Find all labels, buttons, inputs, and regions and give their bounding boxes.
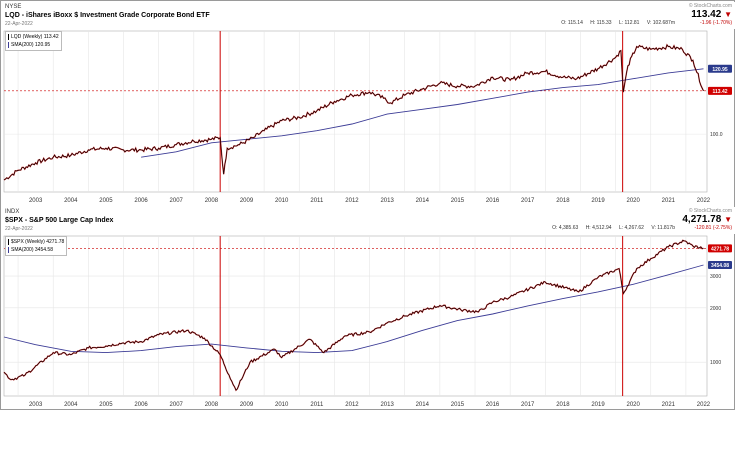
- spx-last-value: 4,271.78: [682, 214, 722, 225]
- spx-plot[interactable]: 2003 2004 2005 2006 2007 2008 2009 2010 2011 2012…: [2, 234, 735, 410]
- spx-panel: INDX $SPX - S&P 500 Large Cap Index 22-A…: [2, 207, 735, 410]
- lqd-volume: V: 102.687m: [646, 20, 675, 26]
- lqd-price-line: [3, 44, 704, 181]
- spx-sma-value-tag: 3454.08: [711, 263, 729, 269]
- lqd-x-tick-label: 2014: [416, 198, 430, 204]
- lqd-x-tick-label: 2009: [240, 198, 254, 204]
- spx-volume: V: 11.817b: [651, 225, 675, 231]
- spx-watermark: © StockCharts.com: [688, 208, 732, 214]
- spx-sma-line: [3, 264, 704, 354]
- lqd-x-tick-label: 2008: [205, 198, 219, 204]
- down-arrow-icon: ▼: [724, 215, 732, 224]
- lqd-x-tick-label: 2016: [486, 198, 500, 204]
- spx-x-tick-label: 2005: [99, 402, 113, 408]
- lqd-x-tick-label: 2018: [556, 198, 570, 204]
- lqd-x-tick-label: 2022: [697, 198, 711, 204]
- lqd-date: 22-Apr-2022: [5, 21, 33, 27]
- lqd-sma-value-tag-bg: [708, 64, 732, 73]
- lqd-x-tick-label: 2006: [134, 198, 148, 204]
- lqd-last-price: 113.42 ▼: [691, 10, 732, 20]
- lqd-x-tick-label: 2004: [64, 198, 78, 204]
- lqd-change: -1.96 (-1.70%): [700, 20, 732, 26]
- lqd-legend-price: LQD (Weekly) 113.42: [8, 33, 59, 41]
- lqd-x-tick-label: 2019: [591, 198, 605, 204]
- lqd-last-value: 113.42: [691, 9, 722, 20]
- spx-open: O: 4,385.63: [552, 225, 579, 231]
- lqd-sma-line: [141, 68, 704, 158]
- chart-frame: NYSE LQD - iShares iBoxx $ Investment Gr…: [0, 0, 735, 410]
- spx-price-line: [3, 239, 704, 391]
- spx-x-tick-label: 2013: [380, 402, 394, 408]
- spx-change: -120.81 (-2.75%): [694, 225, 732, 231]
- lqd-x-tick-label: 2007: [170, 198, 184, 204]
- spx-x-tick-label: 2016: [486, 402, 500, 408]
- lqd-open: O: 115.14: [561, 20, 583, 26]
- spx-legend-price: $SPX (Weekly) 4271.78: [8, 238, 64, 246]
- spx-last-price: 4,271.78 ▼: [682, 215, 732, 225]
- spx-header: INDX $SPX - S&P 500 Large Cap Index 22-A…: [2, 207, 735, 234]
- lqd-watermark: © StockCharts.com: [688, 3, 732, 9]
- spx-x-tick-label: 2008: [205, 402, 219, 408]
- lqd-title: LQD - iShares iBoxx $ Investment Grade C…: [5, 12, 210, 19]
- spx-low: L: 4,267.62: [618, 225, 644, 231]
- spx-ohlc: O: 4,385.63 H: 4,512.94 L: 4,267.62 V: 1…: [546, 226, 675, 231]
- spx-price-value-tag: 4271.78: [711, 246, 729, 252]
- lqd-x-tick-label: 2003: [29, 198, 43, 204]
- spx-x-tick-label: 2004: [64, 402, 78, 408]
- lqd-legend: LQD (Weekly) 113.42 SMA(200) 120.95: [5, 31, 62, 51]
- lqd-high: H: 115.33: [590, 20, 612, 26]
- lqd-plot[interactable]: 2003 2004 2005 2006 2007 2008 2009 2010 2011 2012…: [2, 29, 735, 206]
- spx-legend: $SPX (Weekly) 4271.78 SMA(200) 3454.58: [5, 236, 68, 256]
- lqd-x-tick-label: 2010: [275, 198, 289, 204]
- spx-x-tick-label: 2014: [416, 402, 430, 408]
- spx-x-tick-label: 2019: [591, 402, 605, 408]
- spx-high: H: 4,512.94: [585, 225, 612, 231]
- lqd-x-tick-label: 2012: [345, 198, 359, 204]
- spx-plot-area: [3, 235, 708, 397]
- lqd-x-tick-label: 2011: [310, 198, 324, 204]
- lqd-x-tick-label: 2013: [380, 198, 394, 204]
- lqd-low: L: 112.81: [618, 20, 640, 26]
- spx-x-tick-label: 2006: [134, 402, 148, 408]
- lqd-x-tick-label: 2021: [662, 198, 676, 204]
- lqd-exchange-label: NYSE: [5, 4, 22, 10]
- spx-sma-value-tag-bg: [708, 260, 732, 269]
- lqd-panel: NYSE LQD - iShares iBoxx $ Investment Gr…: [2, 2, 735, 206]
- spx-y-tick-label: 3000: [710, 274, 721, 280]
- spx-x-tick-label: 2020: [627, 402, 641, 408]
- spx-x-tick-label: 2010: [275, 402, 289, 408]
- spx-legend-sma: SMA(200) 3454.58: [8, 246, 64, 254]
- lqd-legend-sma: SMA(200) 120.95: [8, 41, 59, 49]
- lqd-x-tick-label: 2005: [99, 198, 113, 204]
- spx-x-tick-label: 2022: [697, 402, 711, 408]
- lqd-plot-area: [3, 30, 708, 193]
- spx-title: $SPX - S&P 500 Large Cap Index: [5, 217, 114, 224]
- spx-x-tick-label: 2011: [310, 402, 324, 408]
- lqd-ohlc: O: 115.14 H: 115.33 L: 112.81 V: 102.687…: [555, 21, 675, 26]
- lqd-price-value-tag: 113.42: [712, 89, 727, 95]
- lqd-x-tick-label: 2015: [451, 198, 465, 204]
- spx-x-tick-label: 2018: [556, 402, 570, 408]
- spx-x-tick-label: 2009: [240, 402, 254, 408]
- lqd-header: NYSE LQD - iShares iBoxx $ Investment Gr…: [2, 2, 735, 29]
- spx-x-tick-label: 2021: [662, 402, 676, 408]
- down-arrow-icon: ▼: [724, 10, 732, 19]
- spx-y-tick-label: 1000: [710, 360, 721, 366]
- spx-exchange-label: INDX: [5, 209, 20, 215]
- spx-date: 22-Apr-2022: [5, 226, 33, 232]
- spx-y-tick-label: 2000: [710, 306, 721, 312]
- spx-x-tick-label: 2012: [345, 402, 359, 408]
- spx-x-tick-label: 2017: [521, 402, 535, 408]
- spx-x-tick-label: 2007: [170, 402, 184, 408]
- lqd-price-value-tag-bg: [708, 86, 732, 95]
- lqd-y-tick-label: 100.0: [710, 132, 723, 138]
- lqd-sma-value-tag: 120.95: [712, 67, 728, 73]
- spx-x-tick-label: 2015: [451, 402, 465, 408]
- lqd-x-tick-label: 2020: [627, 198, 641, 204]
- spx-x-tick-label: 2003: [29, 402, 43, 408]
- spx-price-value-tag-bg: [708, 244, 732, 253]
- lqd-x-tick-label: 2017: [521, 198, 535, 204]
